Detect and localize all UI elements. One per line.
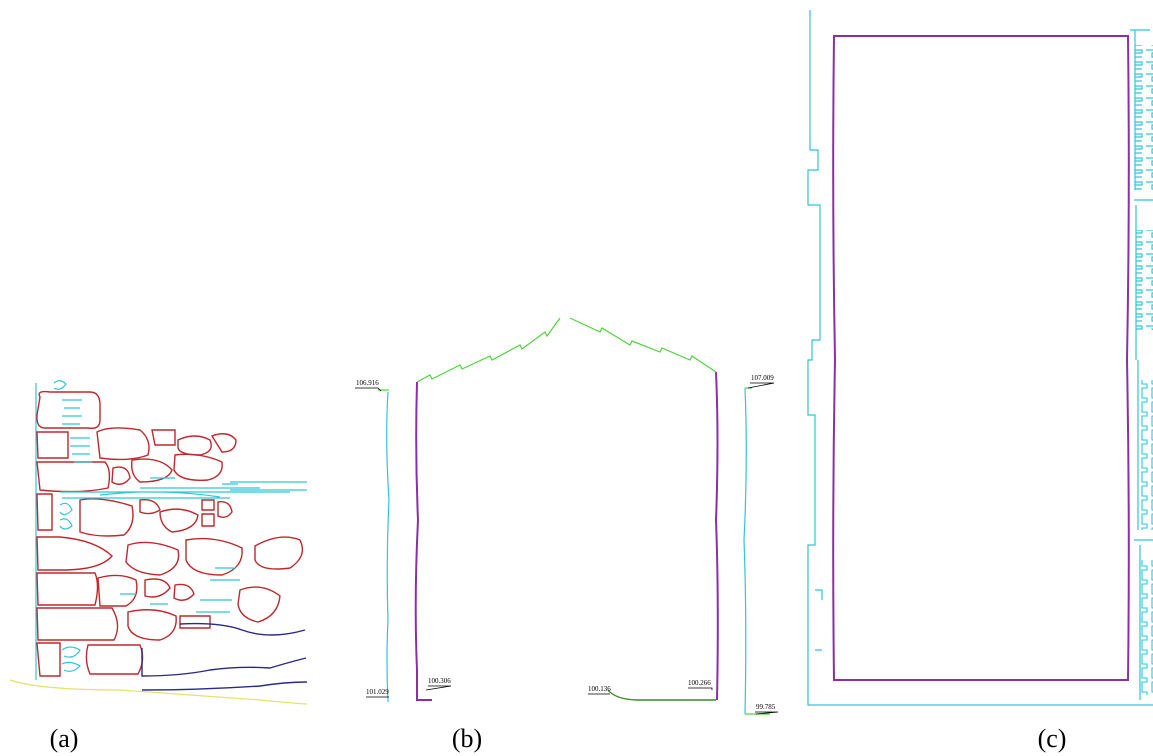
panel-a — [10, 381, 307, 704]
panel-b: 106.916 101.029 100.306 100.136 100.266 … — [355, 318, 778, 714]
panel-c — [808, 10, 1153, 705]
elevation-label: 100.266 — [688, 679, 711, 687]
elevation-label: 100.306 — [428, 677, 451, 685]
page: {"panels": [ {"caption": "(a)"}, {"capti… — [0, 0, 1153, 756]
elevation-label: 107.009 — [751, 374, 774, 382]
elevation-label: 101.029 — [366, 688, 389, 696]
figure: 106.916 101.029 100.306 100.136 100.266 … — [0, 0, 1153, 756]
elevation-label: 99.785 — [756, 703, 776, 711]
caption: (c) — [1038, 724, 1067, 753]
caption: (b) — [452, 724, 482, 753]
caption: (a) — [50, 724, 79, 753]
elevation-label: 100.136 — [588, 685, 611, 693]
crenellation — [1138, 380, 1153, 530]
crenellation — [1135, 45, 1153, 190]
crenellation — [1136, 230, 1153, 330]
crenellation — [1140, 560, 1153, 695]
elevation-label: 106.916 — [356, 379, 379, 387]
